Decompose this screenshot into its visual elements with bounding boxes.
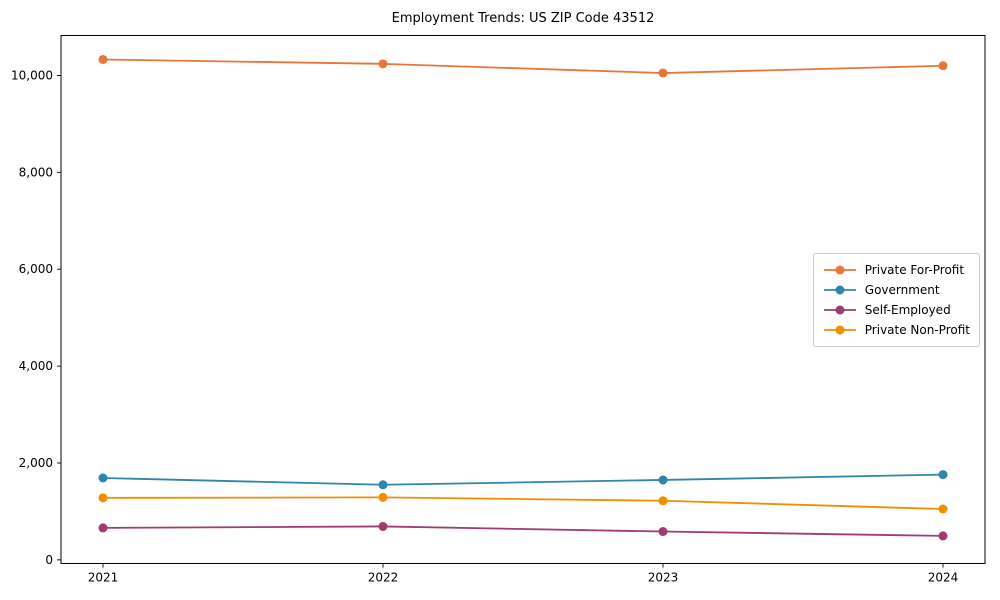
legend-entry-private-for-profit: Private For-Profit — [823, 260, 970, 280]
y-tick-label: 10,000 — [11, 68, 53, 82]
series-point-private-non-profit — [98, 493, 108, 503]
series-line-private-for-profit — [102, 58, 944, 74]
series-point-government — [658, 475, 668, 485]
legend-marker-line-icon — [823, 325, 856, 335]
x-tick-label: 2023 — [648, 571, 679, 585]
legend: Private For-Profit Government Self-Emplo… — [812, 253, 980, 347]
y-tick-label: 0 — [45, 553, 53, 567]
legend-marker-line-icon — [823, 305, 856, 315]
chart-title: Employment Trends: US ZIP Code 43512 — [391, 11, 655, 26]
legend-marker-line-icon — [823, 265, 856, 275]
legend-entry-government: Government — [823, 280, 970, 300]
legend-marker-line-icon — [823, 285, 856, 295]
x-tick-label: 2024 — [928, 571, 959, 585]
series-line-government — [102, 473, 944, 486]
series-point-private-non-profit — [658, 496, 668, 506]
series-point-self-employed — [658, 527, 668, 537]
y-tick-label: 4,000 — [19, 359, 53, 373]
x-tick-label: 2022 — [368, 571, 399, 585]
legend-label: Self-Employed — [864, 303, 951, 317]
series-point-government — [378, 480, 388, 490]
legend-label: Government — [864, 283, 940, 297]
series-point-private-non-profit — [378, 492, 388, 502]
series-point-private-non-profit — [938, 504, 948, 514]
series-line-private-non-profit — [102, 496, 944, 510]
y-tick-label: 6,000 — [19, 262, 53, 276]
series-point-government — [98, 473, 108, 483]
series-point-self-employed — [938, 531, 948, 541]
series-point-private-for-profit — [938, 61, 948, 71]
plot-border — [60, 35, 986, 564]
legend-entry-private-non-profit: Private Non-Profit — [823, 320, 970, 340]
series-point-government — [938, 470, 948, 480]
series-point-self-employed — [98, 523, 108, 533]
series-line-self-employed — [102, 525, 944, 537]
series-point-private-for-profit — [378, 59, 388, 69]
series-point-private-for-profit — [658, 68, 668, 78]
legend-label: Private Non-Profit — [864, 323, 970, 337]
x-tick-label: 2021 — [88, 571, 119, 585]
series-point-private-for-profit — [98, 54, 108, 64]
legend-entry-self-employed: Self-Employed — [823, 300, 970, 320]
legend-label: Private For-Profit — [864, 263, 965, 277]
y-tick-label: 8,000 — [19, 165, 53, 179]
series-point-self-employed — [378, 521, 388, 531]
y-tick-label: 2,000 — [19, 456, 53, 470]
